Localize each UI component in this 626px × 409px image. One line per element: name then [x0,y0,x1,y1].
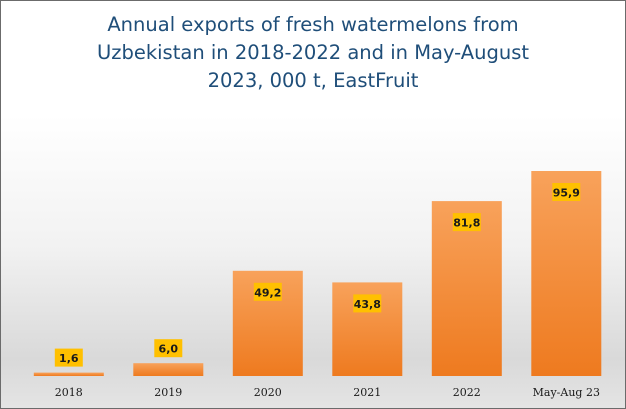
data-label-text: 43,8 [354,298,381,311]
x-tick-label: 2020 [254,386,282,399]
data-label: 1,6 [54,348,83,367]
chart-title: Annual exports of fresh watermelons from… [96,13,530,92]
data-label-box [54,348,83,367]
data-label-text: 81,8 [453,217,480,230]
data-label: 43,8 [353,294,382,313]
data-label-text: 1,6 [59,352,79,365]
data-label-box [253,282,282,301]
data-label-text: 95,9 [553,187,580,200]
data-label-box [154,339,183,358]
data-label-box [353,294,382,313]
data-label-text: 49,2 [254,286,281,299]
bar-2019 [133,363,204,376]
x-tick-label: 2021 [353,386,381,399]
x-tick-label: 2019 [154,386,182,399]
data-label-box [552,183,581,201]
data-label: 49,2 [253,282,282,301]
data-label: 81,8 [452,213,481,232]
data-label: 6,0 [154,339,183,358]
bar-2018 [33,372,104,376]
data-label-box [452,213,481,232]
data-label: 95,9 [552,183,581,201]
x-tick-label: May-Aug 23 [533,386,600,399]
data-label-text: 6,0 [159,343,179,356]
x-tick-label: 2022 [453,386,481,399]
x-tick-label: 2018 [55,386,83,399]
bar-may-aug-23 [531,171,602,376]
